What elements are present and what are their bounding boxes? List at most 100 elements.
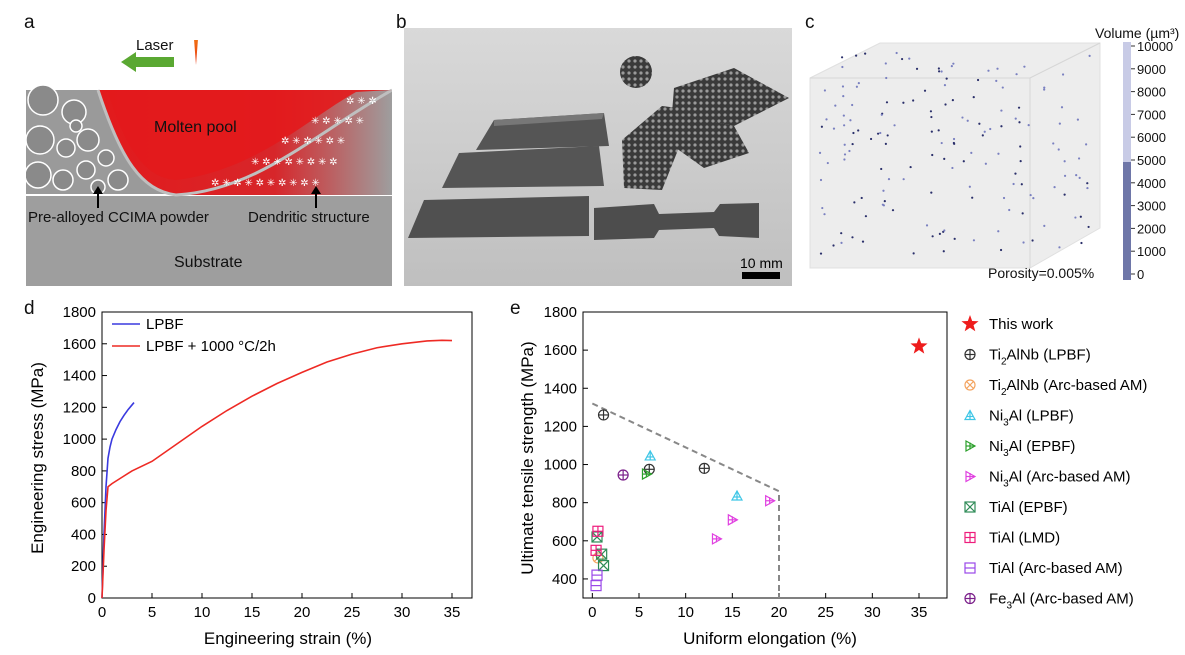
circle-outline: [964, 379, 976, 391]
pore-dot: [885, 76, 888, 80]
e-legend-label-sub: 2: [1001, 357, 1007, 368]
pore-dot: [931, 153, 934, 157]
pore-dot: [1063, 160, 1066, 163]
pore-dot: [1022, 241, 1025, 244]
d-series-line-2: [101, 339, 453, 599]
e-property-boundary-line: [591, 402, 780, 598]
e-legend-label-rest: Al (LPBF): [1009, 408, 1074, 425]
pore-dot: [943, 229, 946, 232]
e-data-point: [590, 580, 602, 592]
d-x-tick-label: 35: [444, 604, 461, 621]
cross-b: [591, 531, 603, 543]
pore-dot: [1027, 123, 1030, 127]
pore-dot: [1075, 174, 1078, 177]
e-x-tick-label: 0: [588, 604, 596, 621]
porosity-label: Porosity=0.005%: [988, 265, 1094, 281]
scale-bar-label: 10 mm: [740, 255, 783, 271]
pore-dot: [1063, 193, 1066, 196]
pore-dot: [940, 141, 943, 145]
substrate-label: Substrate: [174, 254, 243, 271]
pore-dot: [1043, 86, 1046, 89]
d-x-axis-label: Engineering strain (%): [204, 629, 372, 648]
pore-dot: [823, 89, 827, 92]
square-outline: [596, 548, 608, 560]
pore-dot: [855, 54, 858, 57]
pore-dot: [961, 116, 964, 119]
pore-dot: [849, 119, 852, 122]
lattice-block-tilted: [672, 68, 789, 126]
e-x-tick-label: 20: [771, 604, 788, 621]
e-legend-label-rest: AlNb (Arc-based AM): [1007, 377, 1148, 394]
pore-dot: [840, 232, 843, 235]
e-legend-label-main: Ti: [989, 347, 1001, 364]
cross-b: [596, 548, 608, 560]
pore-dot: [884, 62, 887, 65]
e-legend-label-sub: 3: [1007, 601, 1013, 612]
pore-dot: [1057, 148, 1060, 151]
d-y-axis-label: Engineering stress (MPa): [28, 362, 47, 554]
pore-dot: [885, 101, 889, 104]
e-legend-marker: [964, 592, 976, 605]
pore-dot: [1018, 121, 1021, 124]
laser-direction-arrow: [121, 52, 174, 72]
pore-dot: [997, 152, 1000, 155]
d-y-tick-label: 1000: [63, 431, 96, 448]
e-data-point: [597, 559, 610, 572]
e-legend-label-rest: Al (Arc-based AM): [1009, 469, 1131, 486]
pore-dot: [843, 124, 846, 127]
pore-dot: [840, 241, 843, 244]
pore-dot: [1019, 145, 1022, 148]
pore-dot: [912, 99, 915, 102]
pore-dot: [902, 178, 905, 181]
pore-dot: [857, 129, 860, 132]
cross-b: [964, 501, 976, 513]
pore-dot: [880, 113, 883, 116]
pore-dot: [943, 157, 946, 160]
e-y-tick-label: 600: [552, 533, 577, 550]
d-x-tick-label: 0: [98, 604, 106, 621]
pore-dot: [1002, 196, 1006, 200]
pore-dot: [864, 215, 868, 218]
e-legend-label-main: Ti: [989, 377, 1001, 394]
pore-dot: [1085, 143, 1088, 146]
pore-dot: [981, 134, 984, 137]
pore-dot: [1031, 239, 1034, 242]
e-legend-label: TiAl (Arc-based AM): [989, 560, 1123, 577]
pore-dot: [976, 78, 980, 82]
pore-dot: [1076, 118, 1079, 121]
pore-dot: [937, 129, 940, 132]
pore-dot: [841, 65, 844, 69]
panel-label-c: c: [805, 12, 815, 33]
plate-sample-2: [442, 146, 604, 188]
pore-dot: [840, 56, 844, 59]
pore-dot: [842, 95, 845, 98]
pore-dot: [931, 235, 934, 238]
pore-dot: [1087, 225, 1090, 229]
pore-dot: [853, 201, 856, 204]
colorbar-tick-label: 1000: [1137, 244, 1166, 259]
colorbar-tick-label: 5000: [1137, 153, 1166, 168]
e-legend-label: Ti2AlNb (Arc-based AM): [989, 377, 1147, 398]
pore-dot: [1014, 172, 1017, 175]
pore-dot: [968, 185, 971, 188]
e-legend-marker: [964, 562, 976, 574]
d-y-tick-label: 0: [88, 590, 96, 607]
pore-dot: [953, 237, 956, 240]
pore-dot: [818, 151, 822, 154]
pore-dot: [841, 85, 845, 88]
e-legend-label-main: TiAl (LMD): [989, 530, 1060, 547]
pore-dot: [1029, 193, 1032, 197]
pore-dot: [1052, 142, 1055, 145]
pore-dot: [952, 62, 955, 65]
e-data-point: [641, 468, 653, 481]
pore-dot: [1060, 106, 1064, 109]
pore-dot: [843, 143, 846, 146]
pore-dot: [930, 191, 933, 194]
e-legend-label-rest: Al (EPBF): [1009, 438, 1076, 455]
colorbar-tick-label: 10000: [1137, 39, 1173, 54]
pore-dot: [902, 101, 905, 104]
e-data-point: [591, 531, 603, 543]
e-legend-label-main: Ni: [989, 408, 1003, 425]
pore-dot: [1014, 117, 1017, 120]
pore-dot: [891, 209, 895, 212]
